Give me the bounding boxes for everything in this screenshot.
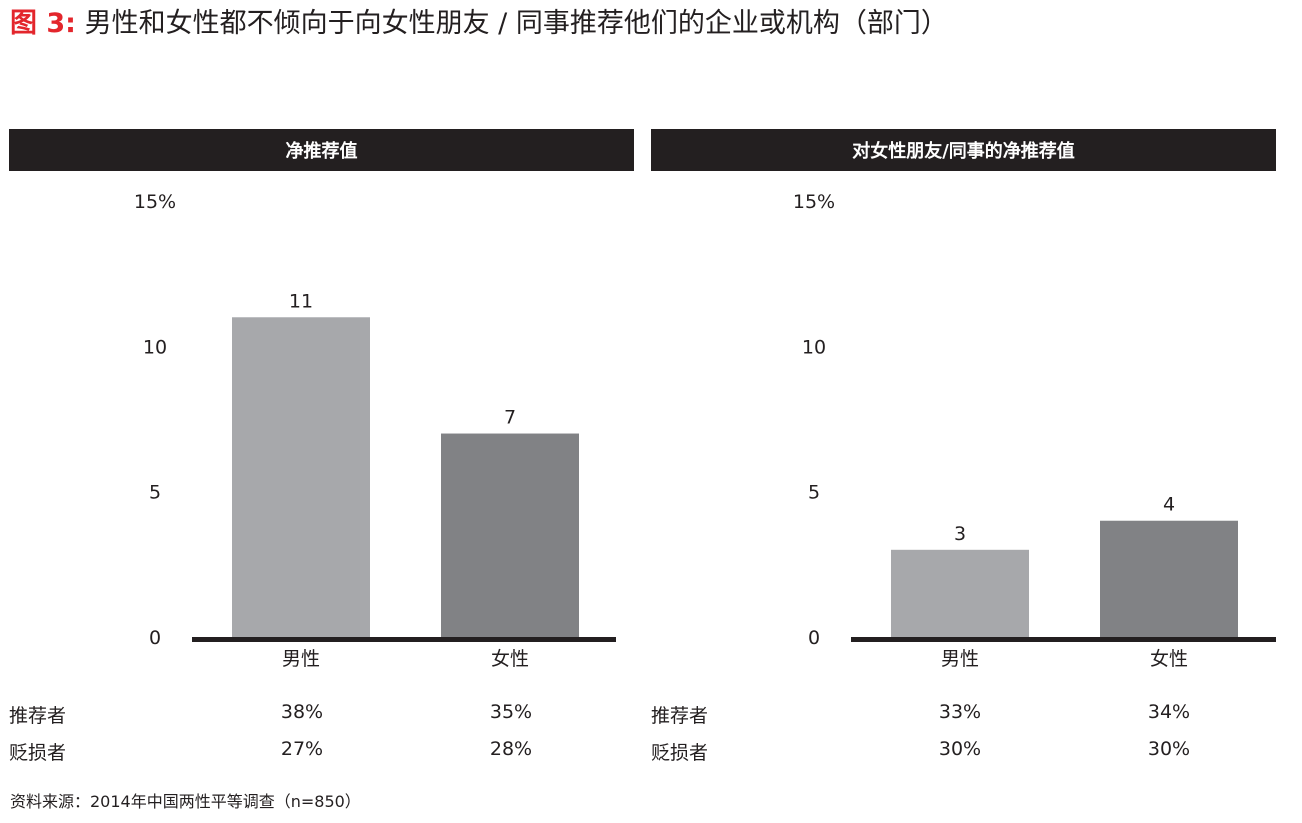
bar-chart-female-referral: 0 5 10 15% 3 男性 4 女性 [793, 191, 1276, 670]
stats-cell-male: 27% [280, 738, 324, 760]
chart-panel-net-promoter: 0 5 10 15% 11 男性 7 女性 净推荐值 推荐者 38% 35% 贬损者 27% … [9, 129, 634, 764]
y-tick-label: 5 [149, 482, 161, 504]
y-tick-label: 0 [808, 627, 820, 649]
y-tick-label: 15% [793, 191, 835, 213]
stats-row-promoters: 推荐者 33% 34% [651, 701, 1276, 731]
data-label: 4 [1163, 494, 1175, 516]
y-tick-label: 10 [143, 336, 167, 358]
panel-title: 净推荐值 [285, 141, 358, 162]
stats-cell-male: 30% [938, 738, 982, 760]
panel-header: 对女性朋友/同事的净推荐值 [651, 129, 1276, 171]
figure-title: 图 3: 男性和女性都不倾向于向女性朋友 / 同事推荐他们的企业或机构（部门） [10, 4, 948, 44]
stats-row-promoters: 推荐者 38% 35% [9, 701, 634, 731]
stats-cell-female: 35% [489, 701, 533, 723]
figure-number: 图 3: [10, 8, 76, 39]
y-tick-label: 5 [808, 482, 820, 504]
y-tick-label: 15% [134, 191, 176, 213]
panel-header: 净推荐值 [9, 129, 634, 171]
x-axis-baseline [192, 637, 616, 642]
stats-row-label: 贬损者 [9, 742, 67, 764]
chart-panel-female-referral: 0 5 10 15% 3 男性 4 女性 对女性朋友/同事的净推荐值 推荐者 33% 34% … [651, 129, 1276, 764]
stats-cell-female: 30% [1147, 738, 1191, 760]
x-category-label: 男性 [282, 648, 320, 670]
x-axis-baseline [851, 637, 1276, 642]
figure-title-text: 男性和女性都不倾向于向女性朋友 / 同事推荐他们的企业或机构（部门） [84, 8, 948, 39]
stats-row-label: 推荐者 [9, 705, 67, 727]
bar-female [441, 433, 579, 637]
bar-chart-net-promoter: 0 5 10 15% 11 男性 7 女性 [134, 191, 616, 670]
stats-cell-female: 34% [1147, 701, 1191, 723]
x-category-label: 女性 [491, 648, 529, 670]
stats-row-detractors: 贬损者 30% 30% [651, 738, 1276, 768]
stats-cell-male: 38% [280, 701, 324, 723]
stats-cell-female: 28% [489, 738, 533, 760]
stats-row-detractors: 贬损者 27% 28% [9, 738, 634, 768]
bar-male [232, 317, 370, 637]
data-label: 7 [504, 407, 516, 429]
bar-female [1100, 520, 1238, 637]
stats-cell-male: 33% [938, 701, 982, 723]
data-label: 3 [954, 523, 966, 545]
y-tick-label: 10 [802, 336, 826, 358]
bar-male [891, 549, 1029, 637]
data-label: 11 [289, 290, 313, 312]
stats-row-label: 推荐者 [651, 705, 709, 727]
stats-row-label: 贬损者 [651, 742, 709, 764]
x-category-label: 女性 [1150, 648, 1188, 670]
x-category-label: 男性 [941, 648, 979, 670]
source-note: 资料来源：2014年中国两性平等调查（n=850） [10, 792, 361, 811]
panel-title: 对女性朋友/同事的净推荐值 [852, 141, 1075, 162]
y-tick-label: 0 [149, 627, 161, 649]
